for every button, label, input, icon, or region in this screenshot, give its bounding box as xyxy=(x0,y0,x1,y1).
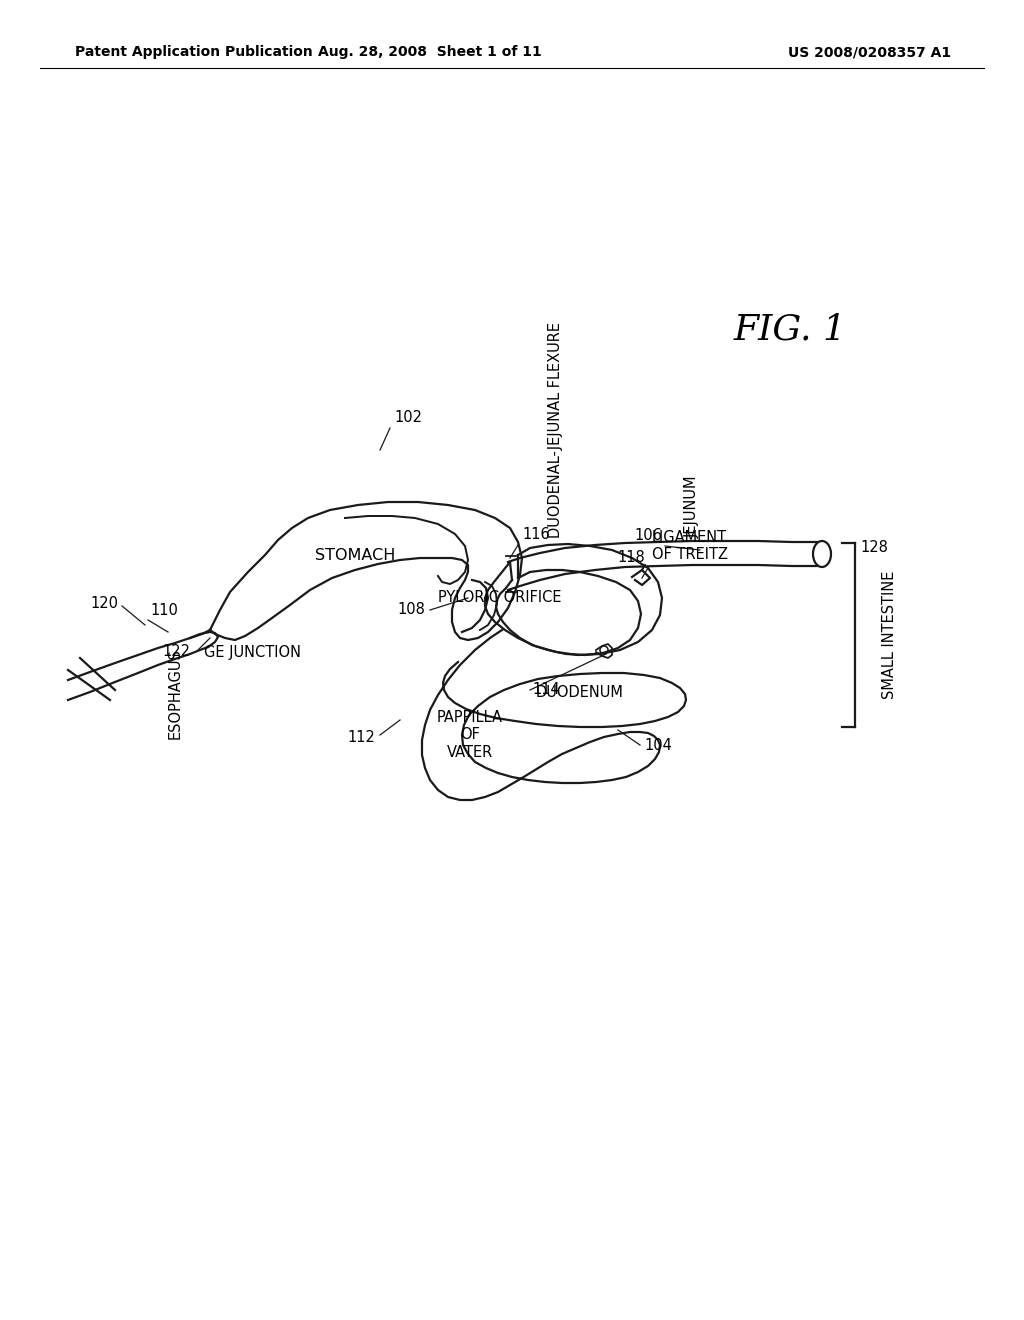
Text: 110: 110 xyxy=(150,603,178,618)
Text: STOMACH: STOMACH xyxy=(314,548,395,562)
Text: 116: 116 xyxy=(522,527,550,543)
Text: FIG. 1: FIG. 1 xyxy=(733,313,847,347)
Text: 122: 122 xyxy=(162,644,190,660)
Text: PAPPILLA
OF
VATER: PAPPILLA OF VATER xyxy=(437,710,503,760)
Text: 108: 108 xyxy=(397,602,425,618)
Text: Patent Application Publication: Patent Application Publication xyxy=(75,45,312,59)
Text: GE JUNCTION: GE JUNCTION xyxy=(204,645,301,660)
Text: 102: 102 xyxy=(394,411,422,425)
Text: 112: 112 xyxy=(347,730,375,744)
Text: 120: 120 xyxy=(90,597,118,611)
Text: DUODENUM: DUODENUM xyxy=(536,685,624,700)
Text: ESOPHAGUS: ESOPHAGUS xyxy=(168,648,182,739)
Text: 104: 104 xyxy=(644,738,672,752)
Text: LIGAMENT
OF TREITZ: LIGAMENT OF TREITZ xyxy=(652,529,728,562)
Text: Aug. 28, 2008  Sheet 1 of 11: Aug. 28, 2008 Sheet 1 of 11 xyxy=(318,45,542,59)
Text: PYLORIC ORIFICE: PYLORIC ORIFICE xyxy=(438,590,561,606)
Text: 128: 128 xyxy=(860,540,888,556)
Ellipse shape xyxy=(813,541,831,568)
Text: 114: 114 xyxy=(532,682,560,697)
Text: DUODENAL-JEJUNAL FLEXURE: DUODENAL-JEJUNAL FLEXURE xyxy=(548,322,563,539)
Text: JEJUNUM: JEJUNUM xyxy=(685,475,700,539)
Text: 118: 118 xyxy=(617,550,645,565)
Text: SMALL INTESTINE: SMALL INTESTINE xyxy=(882,570,897,700)
Text: 106: 106 xyxy=(634,528,662,543)
Text: US 2008/0208357 A1: US 2008/0208357 A1 xyxy=(788,45,951,59)
